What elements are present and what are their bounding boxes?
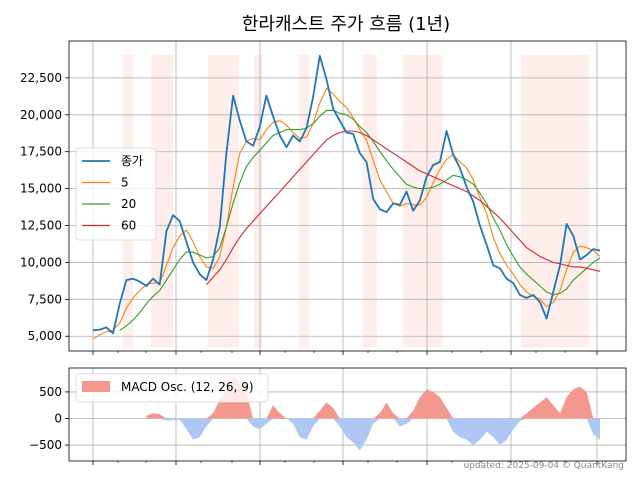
- shaded-band-1: [151, 55, 173, 347]
- macd-x-ticks: [92, 461, 598, 465]
- legend-label-0: 종가: [121, 154, 143, 168]
- legend-label-1: 5: [121, 176, 129, 190]
- shaded-band-7: [521, 55, 589, 347]
- macd-negative-area: [146, 418, 600, 451]
- macd-legend-label: MACD Osc. (12, 26, 9): [121, 380, 254, 394]
- price-ytick-label-2: 10,000: [20, 255, 62, 269]
- shaded-band-4: [299, 55, 309, 347]
- legend-box: [75, 147, 157, 241]
- macd-panel: −500 0 500 MACD Osc. (12, 26, 9): [29, 367, 627, 465]
- price-ytick-label-1: 7,500: [28, 292, 62, 306]
- price-plot-frame: [68, 40, 627, 352]
- series-line-3: [205, 130, 601, 285]
- macd-ytick-label-2: 500: [39, 385, 62, 399]
- macd-ytick-label-1: 0: [54, 411, 62, 425]
- macd-legend-box: [75, 373, 269, 403]
- shaded-band-5: [363, 55, 377, 347]
- price-y-ticks: 5,000 7,500 10,000 12,500 15,000 17,500 20,000…: [20, 71, 69, 343]
- legend-label-2: 20: [121, 197, 136, 211]
- chart-title: 한라캐스트 주가 흐름 (1년): [242, 14, 450, 35]
- price-ytick-label-0: 5,000: [28, 329, 62, 343]
- price-legend: 종가 5 20 60: [75, 147, 157, 241]
- price-ytick-label-3: 12,500: [20, 219, 62, 233]
- macd-plot-frame: [68, 367, 627, 462]
- price-series-lines: [92, 54, 601, 340]
- series-line-0: [92, 54, 601, 335]
- macd-legend-swatch: [82, 381, 110, 392]
- price-x-ticks: [92, 351, 598, 355]
- footer-credit: updated: 2025-09-04 © QuantKang: [463, 461, 624, 471]
- price-ytick-label-4: 15,000: [20, 182, 62, 196]
- shaded-band-3: [254, 55, 262, 347]
- price-ytick-label-5: 17,500: [20, 145, 62, 159]
- legend-label-3: 60: [121, 219, 136, 233]
- price-ytick-label-6: 20,000: [20, 108, 62, 122]
- price-shaded-bands: [123, 55, 589, 347]
- macd-legend: MACD Osc. (12, 26, 9): [75, 373, 269, 403]
- price-panel: 5,000 7,500 10,000 12,500 15,000 17,500 20,000…: [20, 40, 627, 355]
- macd-ytick-label-0: −500: [29, 438, 62, 452]
- series-line-1: [92, 87, 601, 340]
- price-ytick-label-7: 22,500: [20, 71, 62, 85]
- macd-y-ticks: −500 0 500: [29, 385, 69, 452]
- series-line-2: [119, 109, 601, 331]
